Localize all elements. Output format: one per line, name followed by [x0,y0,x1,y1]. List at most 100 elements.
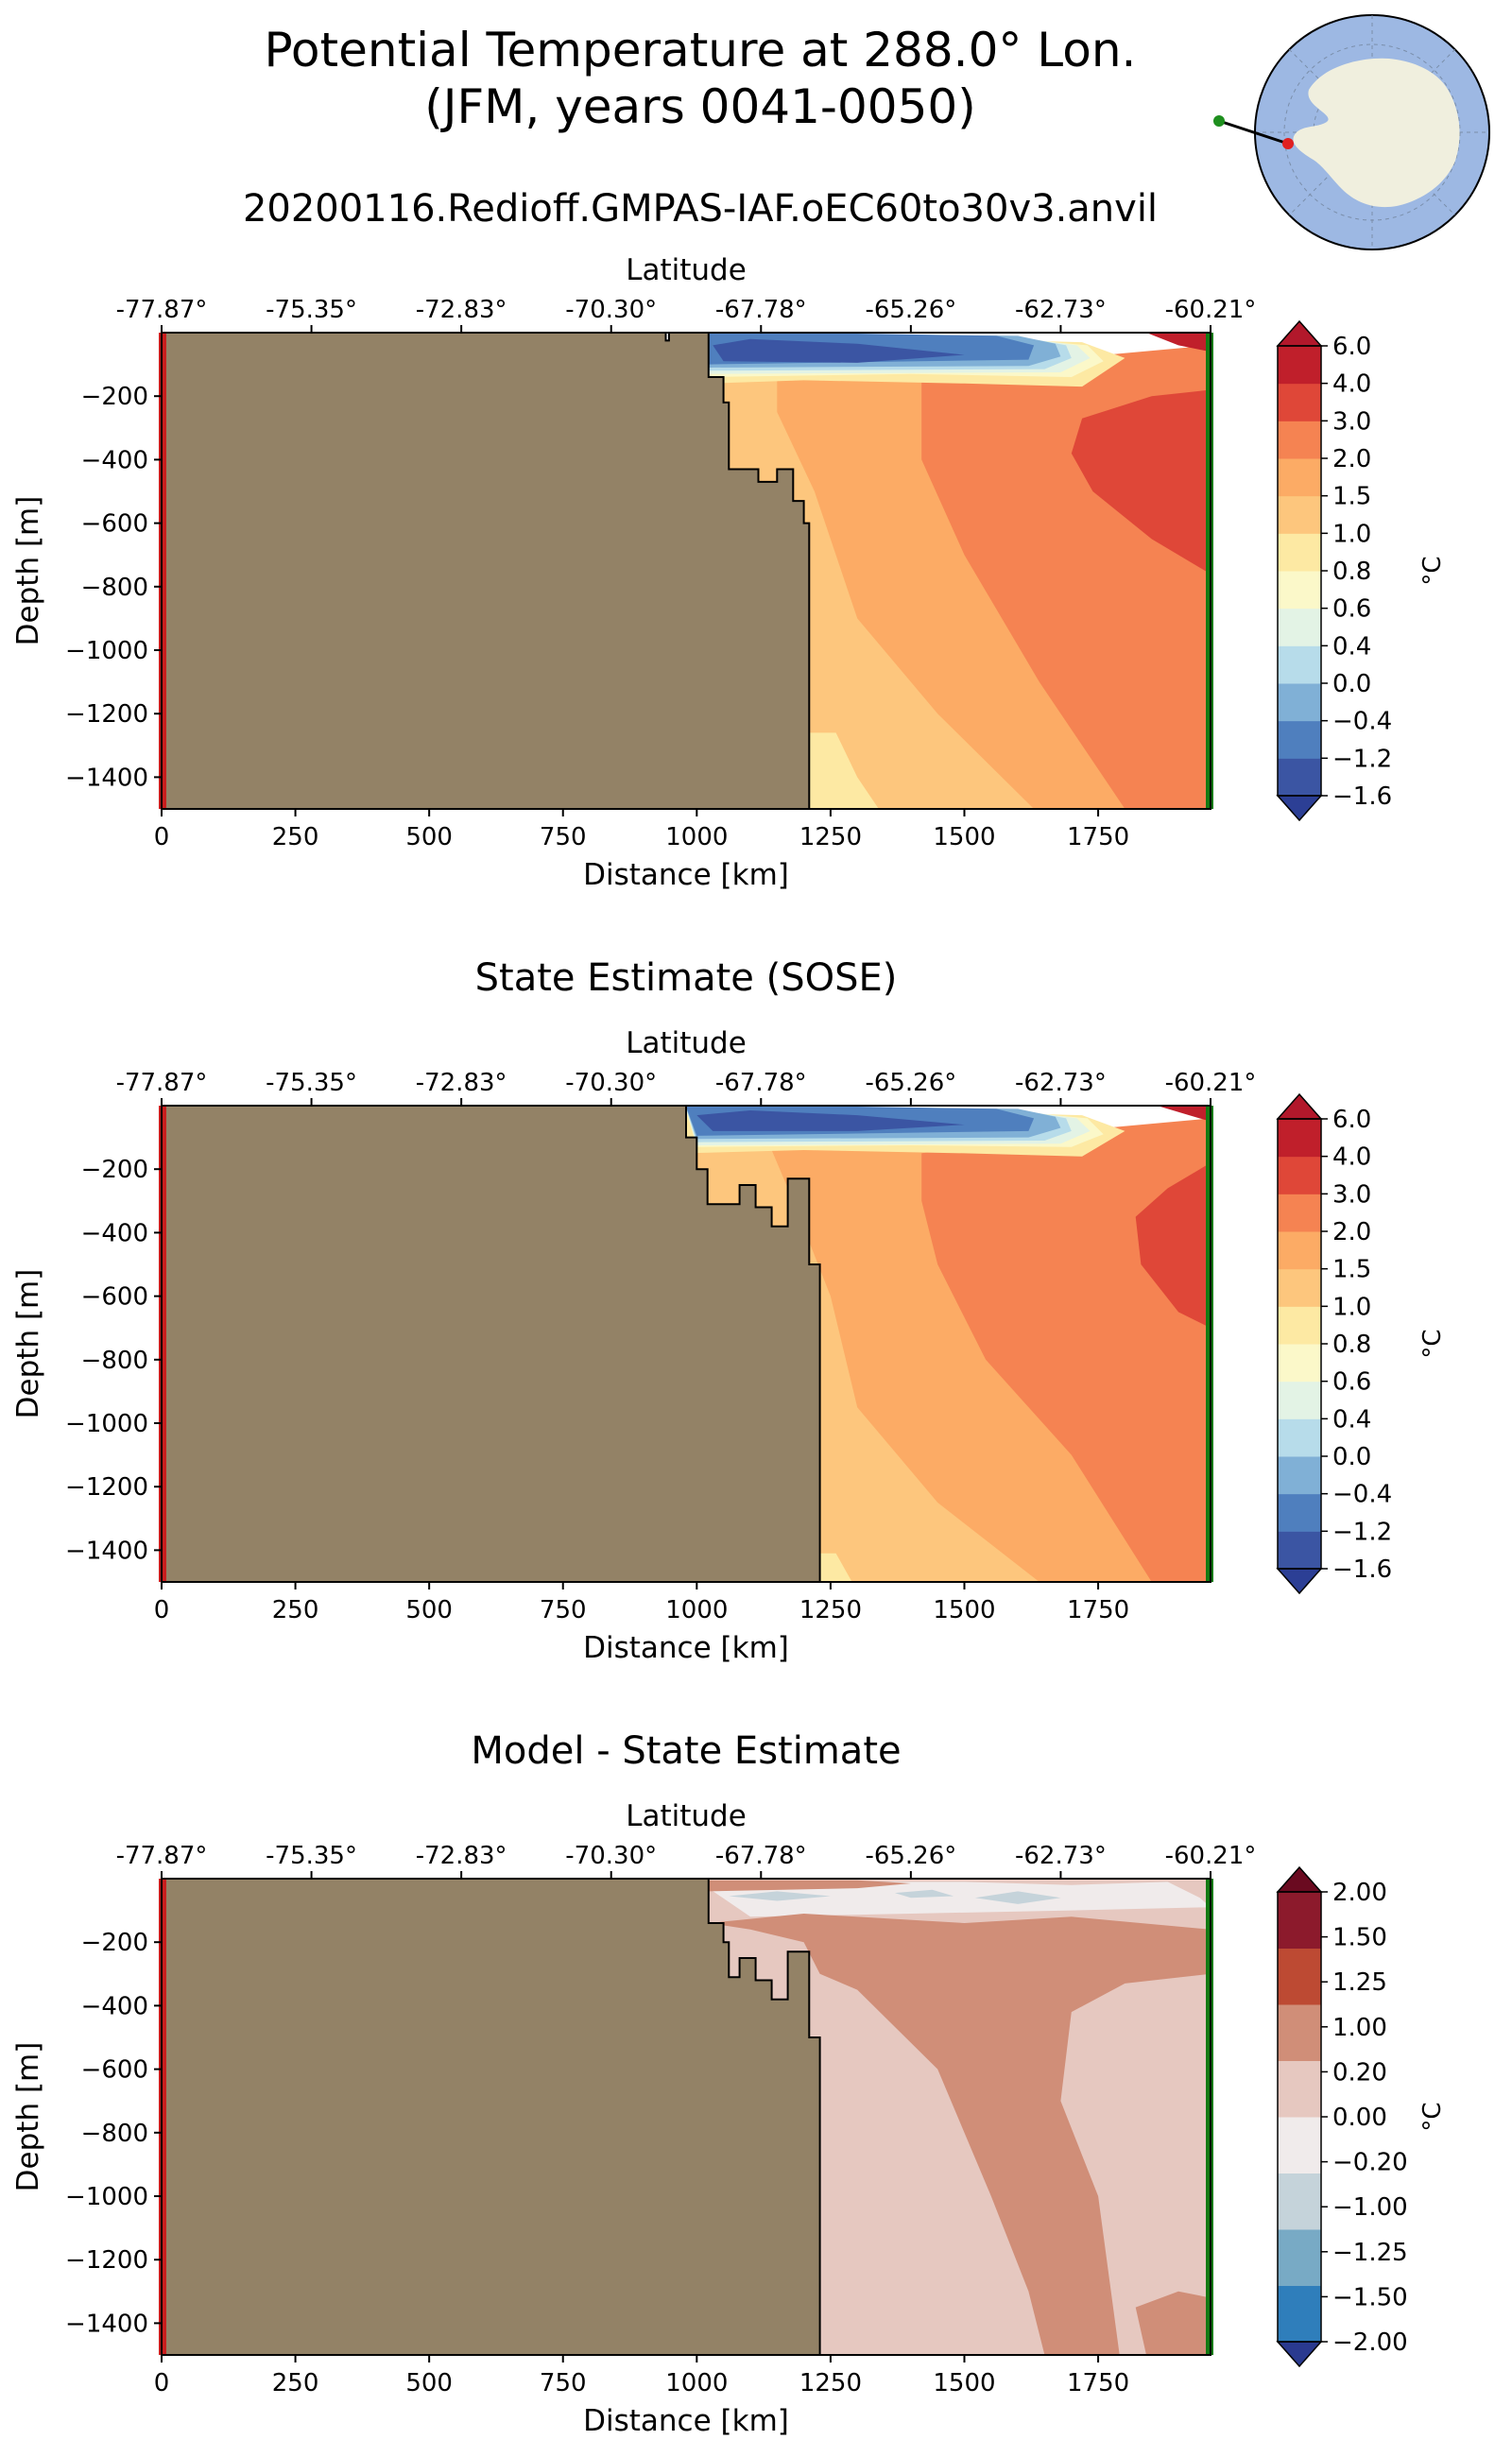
colorbar-band [1278,421,1321,459]
x-tick-label: 0 [154,1596,170,1624]
contour-region [713,338,965,363]
lat-tick-label: -70.30° [565,1069,657,1097]
colorbar-band [1278,758,1321,797]
colorbar-band [1278,2173,1321,2230]
colorbar-band [1278,1381,1321,1419]
land-mask [162,1879,821,2355]
y-tick-label: −1000 [65,1410,148,1438]
panel-title: State Estimate (SOSE) [475,956,898,1000]
colorbar-band [1278,645,1321,684]
colorbar-tick-label: 4.0 [1332,370,1371,399]
contour-field [162,1106,1211,1582]
x-tick-label: 0 [154,823,170,851]
colorbar-extend-max [1276,1865,1323,1893]
colorbar-band [1278,2229,1321,2286]
colorbar-tick-label: −1.00 [1332,2193,1408,2222]
contour-region [1135,1162,1211,1329]
colorbar-band [1278,720,1321,759]
colorbar-tick-label: 1.0 [1332,1293,1371,1321]
y-tick-label: −800 [81,2120,148,2148]
colorbar-band [1278,2060,1321,2118]
colorbar-tick-label: −1.2 [1332,1518,1392,1546]
colorbar-extend-min [1276,2341,1323,2368]
colorbar-tick-label: 0.6 [1332,595,1371,624]
inset-transect-start-marker [1213,115,1225,127]
x-tick-label: 500 [405,1596,453,1624]
y-tick-label: −200 [81,1156,148,1184]
colorbar-tick-label: 3.0 [1332,407,1371,436]
colorbar-tick-label: 0.4 [1332,632,1371,661]
contour-region [974,1891,1061,1904]
colorbar: 2.00 1.50 1.25 1.00 0.20 0.00 −0.20 −1.00 −1.25 −… [1276,1865,1447,2368]
x-tick-label: 750 [540,823,587,851]
y-tick-label: −400 [81,446,148,474]
contour-region [729,1891,831,1901]
x-tick-label: 500 [405,823,453,851]
colorbar-tick-label: 1.0 [1332,520,1371,548]
colorbar-extend-max [1276,1092,1323,1120]
colorbar-tick-label: 1.50 [1332,1924,1387,1952]
y-tick-label: −1400 [65,764,148,792]
colorbar-tick-label: 2.00 [1332,1879,1387,1907]
y-tick-label: −800 [81,1347,148,1375]
y-tick-label: −1200 [65,2246,148,2275]
contour-field [162,1879,1211,2355]
colorbar-band [1278,2004,1321,2061]
colorbar-band [1278,2117,1321,2174]
colorbar-tick-label: 0.20 [1332,2058,1387,2087]
colorbar-tick-label: 1.25 [1332,1968,1387,1997]
y-tick-label: −200 [81,383,148,411]
y-tick-label: −400 [81,1219,148,1247]
x-tick-label: 1250 [799,1596,862,1624]
land-mask [162,1106,821,1582]
axes-frame [161,332,1211,810]
y-tick-label: −1000 [65,637,148,665]
colorbar-tick-label: 2.0 [1332,1218,1371,1246]
colorbar-tick-label: −0.20 [1332,2149,1408,2177]
run-name: 20200116.Redioff.GMPAS-IAF.oEC60to30v3.a… [243,187,1158,231]
colorbar-tick-label: 1.5 [1332,1256,1371,1284]
x-tick-label: 750 [540,2369,587,2397]
contour-region [696,1110,965,1131]
x-axis-label: Distance [km] [583,1631,789,1665]
colorbar-band [1278,1493,1321,1532]
colorbar-band [1278,346,1321,385]
colorbar-band [1278,383,1321,421]
lat-tick-label: -70.30° [565,1842,657,1870]
y-tick-label: −200 [81,1929,148,1957]
colorbar-band [1278,1268,1321,1307]
colorbar-band [1278,1344,1321,1383]
x-tick-label: 250 [272,1596,319,1624]
contour-region [708,1914,1211,2355]
colorbar-tick-label: 0.8 [1332,558,1371,586]
colorbar-tick-label: 0.4 [1332,1405,1371,1434]
y-axis-label: Depth [m] [11,496,45,646]
lat-tick-label: -75.35° [266,1069,357,1097]
colorbar-tick-label: 0.6 [1332,1368,1371,1397]
lat-tick-label: -60.21° [1165,1842,1257,1870]
x-tick-label: 1500 [933,1596,995,1624]
y-axis-label: Depth [m] [11,2042,45,2192]
x-tick-label: 1000 [665,2369,728,2397]
y-tick-label: −600 [81,1283,148,1312]
lat-tick-label: -70.30° [565,296,657,324]
lat-tick-label: -67.78° [715,1069,807,1097]
x-tick-label: 1750 [1067,2369,1129,2397]
lat-tick-label: -67.78° [715,1842,807,1870]
x-tick-label: 1000 [665,823,728,851]
land-mask [162,333,811,809]
colorbar-extend-max [1276,319,1323,347]
colorbar-band [1278,1892,1321,1949]
colorbar-tick-label: −1.6 [1332,1555,1392,1584]
colorbar-label: °C [1418,1329,1447,1358]
colorbar-tick-label: −0.4 [1332,1481,1392,1509]
lat-tick-label: -65.26° [865,1069,956,1097]
colorbar-tick-label: 2.0 [1332,445,1371,473]
lat-tick-label: -62.73° [1015,296,1107,324]
colorbar-tick-label: 6.0 [1332,1106,1371,1134]
axes-frame [161,1105,1211,1583]
colorbar-tick-label: −0.4 [1332,708,1392,736]
lat-tick-label: -62.73° [1015,1842,1107,1870]
top-axis-label: Latitude [626,1026,747,1060]
x-axis-label: Distance [km] [583,858,789,892]
